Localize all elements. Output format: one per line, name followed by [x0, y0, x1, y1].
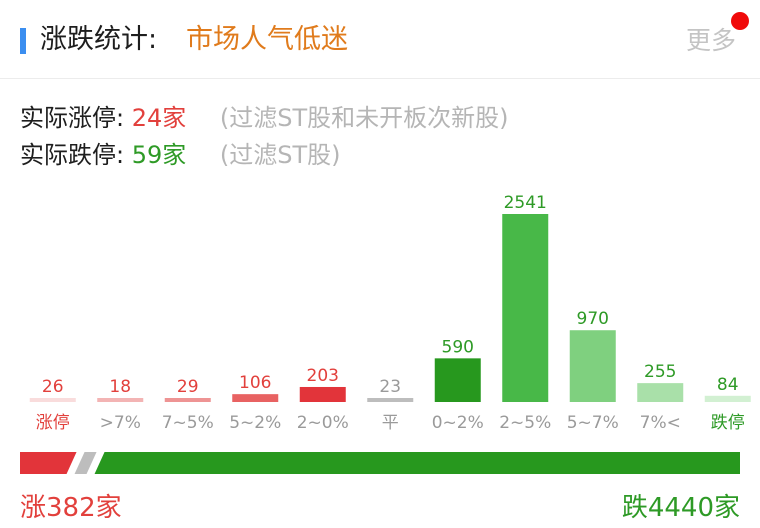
- title-accent-bar: [20, 28, 26, 54]
- bar-value-label: 84: [717, 375, 739, 395]
- up-down-ratio-bar: [20, 452, 740, 474]
- bar-9: [637, 383, 684, 402]
- bar-value-label: 106: [239, 373, 271, 393]
- category-label: 平: [382, 413, 399, 433]
- category-label: 2~5%: [499, 413, 551, 433]
- bar-10: [704, 395, 751, 402]
- bar-value-label: 29: [177, 377, 199, 397]
- flat-segment: [74, 452, 97, 474]
- category-label: 跌停: [711, 413, 745, 433]
- bar-value-label: 26: [42, 377, 64, 397]
- total-down-count: 跌4440家: [621, 493, 740, 523]
- category-label: 0~2%: [432, 413, 484, 433]
- limit-up-value: 24家: [131, 104, 187, 132]
- category-label: >7%: [100, 413, 141, 433]
- section-title: 涨跌统计:: [40, 24, 158, 55]
- category-label: 涨停: [36, 413, 70, 433]
- limit-up-label: 实际涨停:: [20, 104, 125, 132]
- bar-8: [569, 330, 616, 402]
- limit-up-stat: 实际涨停: 24家 (过滤ST股和未开板次新股): [20, 102, 509, 134]
- distribution-bar-chart: 26 涨停 18 >7% 29 7~5% 106 5~2% 203 2~0% 23 平 590 0~2% 2…: [29, 193, 751, 433]
- bar-value-label: 255: [644, 362, 676, 382]
- bar-7: [502, 214, 549, 402]
- limit-down-stat: 实际跌停: 59家 (过滤ST股): [20, 139, 341, 171]
- bar-3: [232, 394, 279, 402]
- bar-1: [97, 398, 144, 402]
- bar-0: [29, 398, 76, 402]
- bar-value-label: 590: [442, 337, 474, 357]
- bar-2: [164, 398, 211, 402]
- bar-5: [367, 398, 414, 402]
- limit-down-note: (过滤ST股): [219, 141, 341, 169]
- header: 涨跌统计: 市场人气低迷 更多: [0, 0, 760, 79]
- notification-dot: [731, 12, 749, 30]
- more-link[interactable]: 更多: [686, 26, 737, 55]
- bar-value-label: 970: [577, 309, 609, 329]
- market-mood: 市场人气低迷: [186, 24, 348, 55]
- limit-up-note: (过滤ST股和未开板次新股): [219, 104, 509, 132]
- category-label: 5~7%: [567, 413, 619, 433]
- bar-value-label: 18: [109, 377, 131, 397]
- limit-down-label: 实际跌停:: [20, 141, 125, 169]
- category-label: 7%<: [640, 413, 681, 433]
- up-segment: [20, 452, 77, 474]
- bar-value-label: 23: [379, 377, 401, 397]
- category-label: 7~5%: [162, 413, 214, 433]
- bar-6: [434, 358, 481, 402]
- category-label: 2~0%: [297, 413, 349, 433]
- limit-down-value: 59家: [131, 141, 187, 169]
- bar-value-label: 203: [307, 366, 339, 386]
- total-up-count: 涨382家: [20, 493, 122, 523]
- down-segment: [94, 452, 740, 474]
- category-label: 5~2%: [229, 413, 281, 433]
- bar-value-label: 2541: [504, 193, 547, 213]
- bar-4: [299, 386, 346, 402]
